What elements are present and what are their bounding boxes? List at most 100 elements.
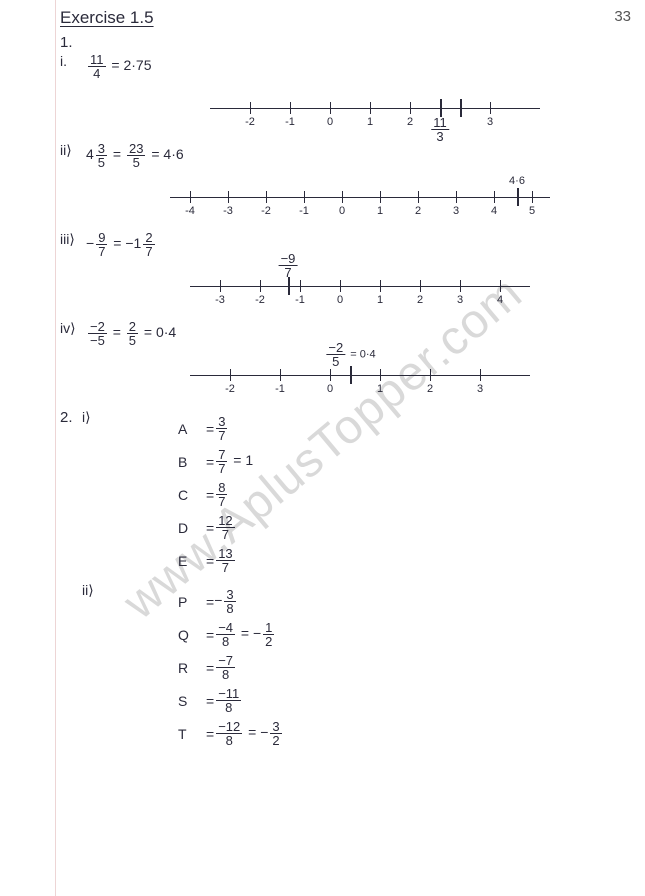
tick xyxy=(460,280,461,292)
fraction: 12 xyxy=(263,621,274,648)
subpart-label: iv⟩ xyxy=(60,320,86,337)
tick-label: 0 xyxy=(327,383,333,395)
number-line: -3-2-101234−97 xyxy=(60,262,620,312)
tick xyxy=(420,280,421,292)
fraction: −97 xyxy=(279,252,298,279)
equation: 114 = 2·75 xyxy=(86,53,151,80)
rhs: −118 xyxy=(214,687,243,714)
tick xyxy=(410,102,411,114)
tick-label: -2 xyxy=(225,383,235,395)
tick xyxy=(494,191,495,203)
subpart-label: ii⟩ xyxy=(82,582,108,599)
equation-list: A = 37 B = 77 = 1 C = 87 D = 127 E = 137 xyxy=(178,409,253,580)
tick xyxy=(532,191,533,203)
fraction: 25 xyxy=(127,320,138,347)
equals: = xyxy=(206,454,214,470)
equals: = xyxy=(206,553,214,569)
subpart-label: ii⟩ xyxy=(60,142,86,159)
tick xyxy=(342,191,343,203)
equation: −97 = −127 xyxy=(86,231,157,258)
tick-label: 1 xyxy=(367,116,373,128)
equation-row: T = −128 = −32 xyxy=(178,720,284,747)
tick xyxy=(250,102,251,114)
equals: = xyxy=(206,726,214,742)
tick xyxy=(370,102,371,114)
tick xyxy=(430,369,431,381)
tick-label: 3 xyxy=(477,383,483,395)
tick-label: -3 xyxy=(215,294,225,306)
lhs: T xyxy=(178,726,206,742)
equation-row: R = −78 xyxy=(178,654,284,681)
tick xyxy=(220,280,221,292)
tick-label: 2 xyxy=(427,383,433,395)
equals: = xyxy=(206,693,214,709)
number-line: -2-10123113 xyxy=(60,84,620,134)
fraction: 127 xyxy=(216,514,234,541)
q1-part-row: iii⟩ −97 = −127 xyxy=(60,231,620,258)
tick xyxy=(500,280,501,292)
axis xyxy=(190,375,530,376)
equation-row: Q = −48 = −12 xyxy=(178,621,284,648)
tick xyxy=(260,280,261,292)
tick-label: 0 xyxy=(327,116,333,128)
lhs: S xyxy=(178,693,206,709)
q2-number: 2. xyxy=(60,409,82,426)
tick xyxy=(380,280,381,292)
tick-label: 0 xyxy=(337,294,343,306)
fraction: 38 xyxy=(224,588,235,615)
rhs: 37 xyxy=(214,415,229,442)
fraction: −48 xyxy=(216,621,235,648)
exercise-title: Exercise 1.5 xyxy=(60,8,620,28)
fraction: 87 xyxy=(216,481,227,508)
tick xyxy=(228,191,229,203)
q2-group: i⟩ A = 37 B = 77 = 1 C = 87 D = 127 E = … xyxy=(82,409,620,580)
tick-label: -1 xyxy=(299,205,309,217)
equation-row: P = −38 xyxy=(178,588,284,615)
fraction: 113 xyxy=(431,116,449,143)
axis xyxy=(170,197,550,198)
fraction: −25 xyxy=(326,341,345,368)
q1-number: 1. xyxy=(60,34,82,51)
tick-label: 2 xyxy=(417,294,423,306)
equals: = xyxy=(206,594,214,610)
mark-label: 113 xyxy=(429,116,451,143)
lhs: C xyxy=(178,487,206,503)
tick xyxy=(490,102,491,114)
equals: = xyxy=(206,627,214,643)
tick xyxy=(480,369,481,381)
tick-label: -2 xyxy=(255,294,265,306)
q2-group: ii⟩ P = −38 Q = −48 = −12 R = −78 S = −1… xyxy=(82,582,620,753)
page-content: Exercise 1.5 1. i. 114 = 2·75 -2-1012311… xyxy=(60,8,620,757)
equation: 435 = 235 = 4·6 xyxy=(86,142,184,169)
fraction: −118 xyxy=(216,687,241,714)
equals: = xyxy=(206,487,214,503)
tick-label: 1 xyxy=(377,294,383,306)
number-line: -4-3-2-10123454·6 xyxy=(60,173,620,223)
equals: = xyxy=(206,421,214,437)
tick xyxy=(190,191,191,203)
tick-label: 2 xyxy=(415,205,421,217)
tick xyxy=(418,191,419,203)
lhs: E xyxy=(178,553,206,569)
equation-row: E = 137 xyxy=(178,547,253,574)
left-margin-rule xyxy=(55,0,56,896)
number-line: -2-10123−25 = 0·4 xyxy=(60,351,620,401)
mark xyxy=(460,99,462,117)
tick-label: 3 xyxy=(487,116,493,128)
lhs: P xyxy=(178,594,206,610)
rhs: 87 xyxy=(214,481,229,508)
fraction: 37 xyxy=(216,415,227,442)
equation: −2−5 = 25 = 0·4 xyxy=(86,320,176,347)
rhs: 77 = 1 xyxy=(214,448,253,475)
tick xyxy=(280,369,281,381)
fraction: 235 xyxy=(127,142,145,169)
tick-label: 3 xyxy=(453,205,459,217)
tick-label: 1 xyxy=(377,383,383,395)
tick xyxy=(330,369,331,381)
lhs: D xyxy=(178,520,206,536)
rhs: 137 xyxy=(214,547,236,574)
tick-label: 0 xyxy=(339,205,345,217)
equation-row: B = 77 = 1 xyxy=(178,448,253,475)
lhs: A xyxy=(178,421,206,437)
fraction: −78 xyxy=(216,654,235,681)
